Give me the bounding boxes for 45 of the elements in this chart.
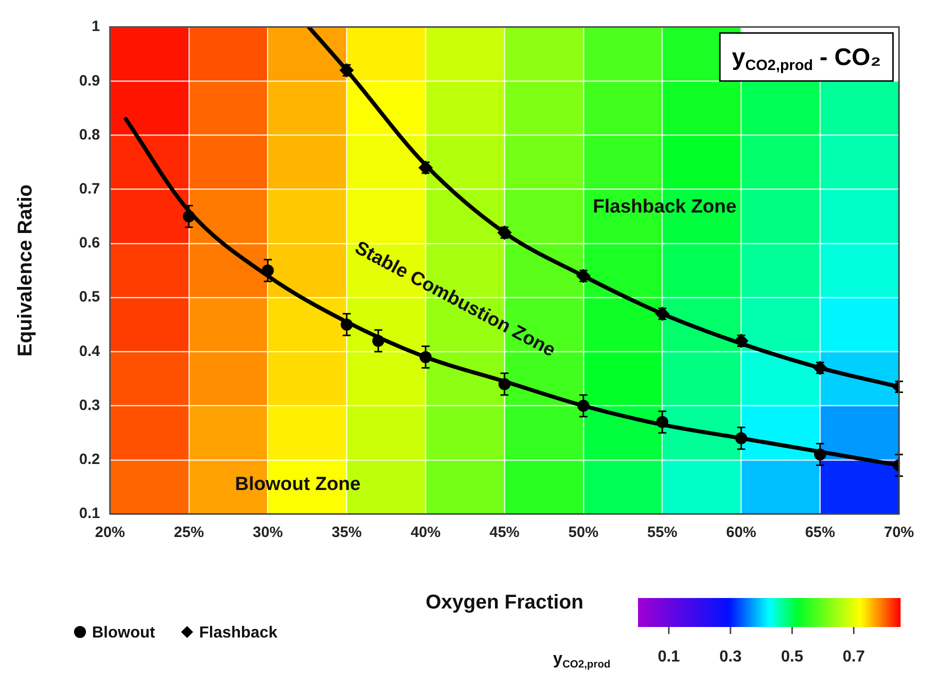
x-tick-label: 60% [726, 524, 756, 542]
x-tick-label: 65% [805, 524, 836, 542]
color-bar-label: 0.5 [780, 648, 804, 666]
point [814, 448, 826, 460]
y-tick-label: 0.6 [79, 234, 100, 252]
x-tick-label: 50% [568, 524, 598, 542]
point [262, 264, 274, 276]
y-axis-title: Equivalence Ratio [14, 184, 37, 357]
x-axis-title: Oxygen Fraction [426, 592, 584, 614]
point [420, 351, 432, 364]
color-bar-label: 0.1 [658, 648, 680, 666]
point [340, 63, 354, 78]
color-bar-label: 0.7 [842, 648, 865, 666]
y-tick-label: 0.5 [79, 288, 100, 306]
x-tick-label: 20% [94, 524, 126, 542]
x-tick-label: 25% [174, 524, 204, 542]
point [498, 378, 510, 390]
point [418, 160, 433, 175]
point [372, 334, 384, 347]
point [734, 334, 748, 348]
legend-label: Blowout [92, 624, 156, 642]
point [655, 306, 670, 321]
x-tick-label: 70% [884, 524, 914, 542]
x-tick-label: 45% [489, 524, 520, 542]
y-tick-label: 1 [92, 18, 100, 36]
color-bar-label: 0.3 [719, 648, 742, 666]
x-tick-label: 35% [332, 524, 362, 542]
x-tick-label: 40% [410, 524, 441, 542]
y-tick-label: 0.2 [79, 451, 100, 468]
x-tick-label: 30% [252, 524, 283, 542]
point [577, 400, 590, 412]
y-tick-label: 0.8 [79, 126, 100, 144]
y-tick-label: 0.1 [79, 505, 100, 522]
point [813, 360, 828, 375]
point [735, 432, 748, 444]
y-tick-label: 0.9 [79, 72, 100, 90]
point [576, 268, 590, 283]
point [656, 416, 668, 428]
legend-label: Flashback [199, 624, 278, 642]
y-tick-label: 0.4 [79, 342, 101, 360]
y-tick-label: 0.3 [79, 396, 100, 414]
y-tick-label: 0.7 [79, 180, 100, 198]
point [182, 210, 195, 222]
point [340, 318, 353, 331]
x-tick-label: 55% [647, 524, 678, 542]
